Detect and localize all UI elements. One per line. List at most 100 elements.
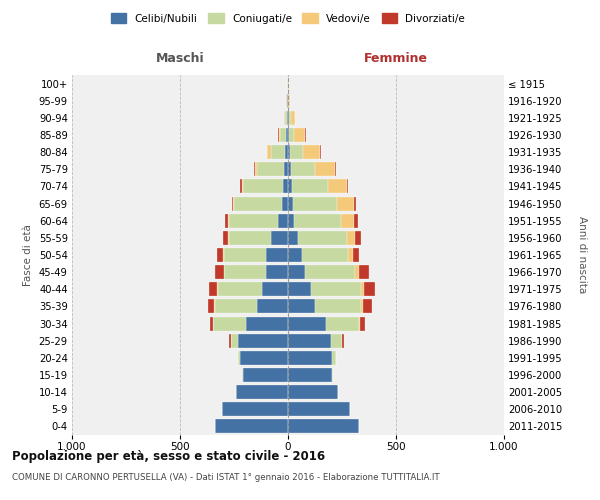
Bar [235, 196, 282, 210]
Bar [233, 196, 235, 210]
Bar [335, 162, 336, 176]
Bar [288, 282, 311, 296]
Bar [217, 282, 218, 296]
Bar [214, 316, 246, 330]
Bar [209, 282, 217, 296]
Bar [266, 248, 288, 262]
Bar [229, 334, 230, 347]
Bar [364, 282, 375, 296]
Bar [223, 248, 224, 262]
Bar [278, 214, 288, 228]
Bar [215, 265, 224, 279]
Bar [210, 316, 213, 330]
Bar [285, 111, 287, 125]
Bar [361, 282, 364, 296]
Bar [232, 196, 233, 210]
Bar [355, 265, 359, 279]
Bar [224, 265, 266, 279]
Bar [347, 180, 348, 194]
Bar [328, 180, 347, 194]
Bar [290, 145, 303, 159]
Bar [242, 368, 288, 382]
Bar [222, 402, 288, 416]
Bar [268, 145, 271, 159]
Text: Femmine: Femmine [364, 52, 428, 64]
Bar [361, 300, 363, 314]
Bar [242, 180, 243, 194]
Bar [227, 231, 229, 245]
Bar [279, 128, 280, 142]
Bar [288, 162, 290, 176]
Bar [298, 231, 347, 245]
Bar [231, 334, 238, 347]
Bar [255, 162, 257, 176]
Bar [227, 214, 229, 228]
Bar [257, 162, 284, 176]
Bar [337, 196, 355, 210]
Bar [353, 248, 359, 262]
Bar [331, 334, 342, 347]
Bar [285, 145, 288, 159]
Bar [361, 316, 365, 330]
Bar [246, 316, 288, 330]
Bar [288, 316, 326, 330]
Bar [215, 300, 257, 314]
Bar [290, 162, 316, 176]
Legend: Celibi/Nubili, Coniugati/e, Vedovi/e, Divorziati/e: Celibi/Nubili, Coniugati/e, Vedovi/e, Di… [107, 10, 469, 26]
Bar [315, 300, 361, 314]
Bar [241, 180, 242, 194]
Bar [236, 385, 288, 399]
Bar [287, 111, 288, 125]
Bar [302, 248, 349, 262]
Bar [284, 111, 285, 125]
Bar [254, 162, 255, 176]
Bar [341, 214, 354, 228]
Bar [288, 300, 315, 314]
Bar [229, 231, 271, 245]
Bar [320, 145, 321, 159]
Bar [217, 248, 223, 262]
Bar [355, 196, 356, 210]
Bar [288, 128, 289, 142]
Bar [224, 248, 266, 262]
Text: Popolazione per età, sesso e stato civile - 2016: Popolazione per età, sesso e stato civil… [12, 450, 325, 463]
Bar [215, 420, 288, 434]
Bar [288, 385, 338, 399]
Bar [288, 334, 331, 347]
Bar [289, 94, 290, 108]
Bar [288, 111, 289, 125]
Bar [257, 300, 288, 314]
Bar [288, 145, 290, 159]
Bar [238, 351, 241, 365]
Bar [288, 231, 298, 245]
Bar [355, 231, 361, 245]
Bar [295, 214, 341, 228]
Bar [288, 351, 332, 365]
Bar [287, 94, 288, 108]
Bar [305, 128, 306, 142]
Bar [288, 196, 293, 210]
Bar [266, 265, 288, 279]
Bar [271, 231, 288, 245]
Bar [305, 265, 355, 279]
Bar [290, 111, 295, 125]
Bar [293, 196, 337, 210]
Bar [283, 180, 288, 194]
Bar [262, 282, 288, 296]
Bar [316, 162, 335, 176]
Text: COMUNE DI CARONNO PERTUSELLA (VA) - Dati ISTAT 1° gennaio 2016 - Elaborazione TU: COMUNE DI CARONNO PERTUSELLA (VA) - Dati… [12, 472, 440, 482]
Bar [288, 214, 295, 228]
Bar [311, 282, 361, 296]
Bar [286, 128, 288, 142]
Text: Maschi: Maschi [155, 52, 205, 64]
Bar [208, 300, 214, 314]
Bar [266, 145, 268, 159]
Y-axis label: Anni di nascita: Anni di nascita [577, 216, 587, 294]
Bar [238, 334, 288, 347]
Bar [218, 282, 262, 296]
Bar [289, 111, 290, 125]
Bar [229, 214, 278, 228]
Bar [349, 248, 353, 262]
Bar [343, 334, 344, 347]
Bar [293, 128, 305, 142]
